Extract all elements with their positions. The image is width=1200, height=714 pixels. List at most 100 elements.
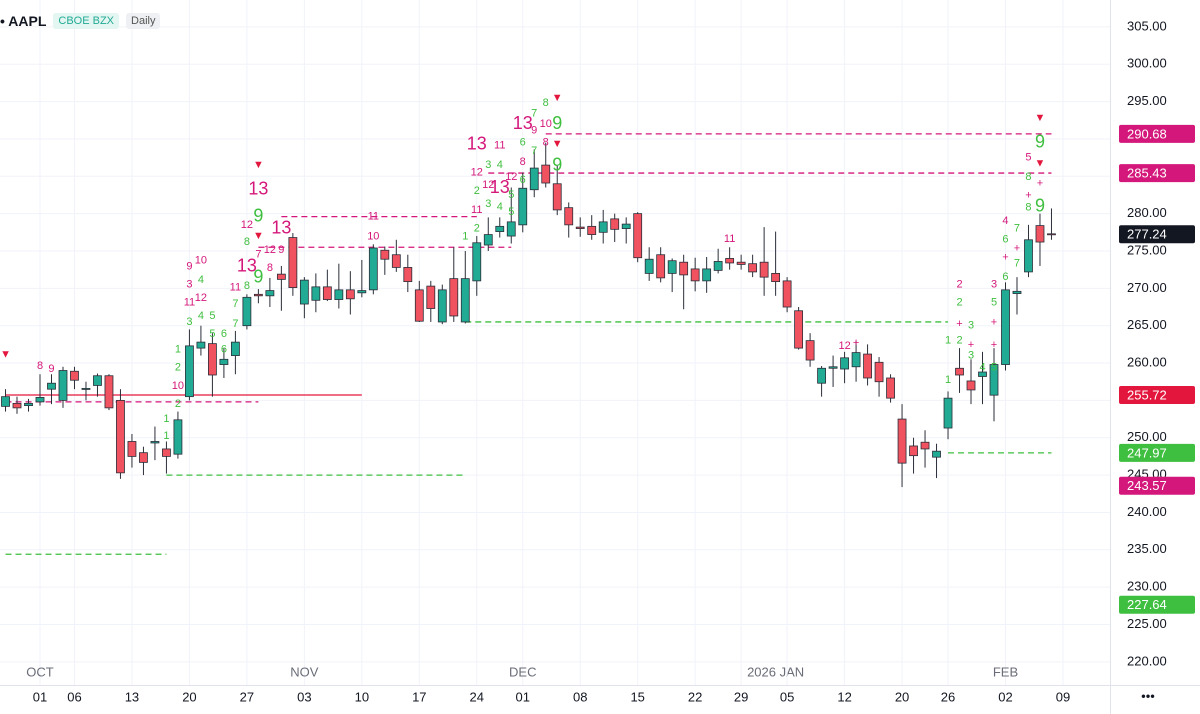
candle-body <box>759 261 769 278</box>
td-count-label: 7 <box>255 249 261 261</box>
candle-body <box>185 345 194 398</box>
td-count-label: 2 <box>175 361 181 373</box>
price-label-box <box>1119 164 1195 183</box>
td-count-label: 2 <box>956 335 962 347</box>
y-tick-label: 300.00 <box>1127 56 1167 71</box>
y-tick-label: 260.00 <box>1127 354 1167 369</box>
price-label: 247.97 <box>1127 445 1167 460</box>
td-count-label: 3 <box>186 316 192 328</box>
td-count-label: 13 <box>467 134 487 154</box>
td-count-label: 9 <box>1035 131 1045 151</box>
candle-body <box>35 397 45 403</box>
candle-body <box>334 289 344 300</box>
td-count-label: 13 <box>237 255 257 275</box>
td-count-label: 4 <box>198 274 204 286</box>
price-label: 227.64 <box>1127 597 1167 612</box>
td-count-label: 8 <box>543 97 549 109</box>
y-tick-label: 240.00 <box>1127 504 1167 519</box>
x-tick-label: 12 <box>837 689 851 704</box>
td-count-label: 7 <box>1014 222 1020 234</box>
candle-body <box>932 450 941 458</box>
candle-body <box>679 261 689 276</box>
td-count-label: 5 <box>991 361 997 373</box>
td-count-label: 6 <box>520 174 526 186</box>
exchange-badge[interactable]: CBOE BZX <box>53 13 120 29</box>
candle-body <box>219 358 229 365</box>
candle-body <box>196 341 206 349</box>
td-count-label: 11 <box>494 140 505 152</box>
td-count-label: + <box>1002 252 1008 264</box>
td-count-label: 7 <box>232 318 238 330</box>
candle-body <box>690 268 700 282</box>
candle-body <box>897 418 907 464</box>
td-count-label: + <box>1014 243 1020 255</box>
td-count-label: 4 <box>1002 215 1008 227</box>
month-label: FEB <box>993 664 1018 679</box>
candle-body <box>587 225 597 235</box>
candle-body <box>943 397 953 429</box>
interval-badge[interactable]: Daily <box>126 13 161 29</box>
candle-body <box>104 375 114 409</box>
td-count-label: 12 <box>838 340 850 352</box>
td-count-label: 5 <box>508 206 514 218</box>
td-count-label: ▼ <box>552 138 563 150</box>
td-count-label: 6 <box>1002 234 1008 246</box>
td-count-label: 2 <box>474 222 480 234</box>
candle-body <box>116 399 125 474</box>
td-count-label: 5 <box>209 328 215 340</box>
td-count-label: 11 <box>471 204 482 216</box>
candle-body <box>357 290 367 294</box>
candle-body <box>782 280 792 308</box>
td-count-label: 9 <box>278 244 284 256</box>
month-label: OCT <box>26 664 54 679</box>
month-label: DEC <box>509 664 536 679</box>
candle-body <box>564 207 574 226</box>
td-count-label: 1 <box>163 430 169 442</box>
price-label-box <box>1119 386 1195 405</box>
x-tick-label: 20 <box>182 689 196 704</box>
td-count-label: 10 <box>540 118 552 130</box>
candle-body <box>598 221 608 233</box>
x-tick-label: 08 <box>573 689 587 704</box>
x-tick-label: 27 <box>240 689 254 704</box>
candle-body <box>805 340 815 361</box>
y-tick-label: 280.00 <box>1127 205 1167 220</box>
candle-body <box>311 286 321 301</box>
td-count-label: 4 <box>497 159 503 171</box>
candle-body <box>12 402 22 409</box>
td-count-label: + <box>1025 190 1031 202</box>
candle-body <box>863 353 872 379</box>
y-tick-label: 250.00 <box>1127 429 1167 444</box>
td-count-label: 1 <box>163 413 169 425</box>
td-count-label: 5 <box>508 189 514 201</box>
candle-body <box>644 258 654 274</box>
td-count-label: 13 <box>248 178 268 198</box>
td-count-label: 3 <box>968 320 974 332</box>
candle-body <box>24 402 33 407</box>
candle-body <box>541 164 551 184</box>
x-tick-label: 10 <box>355 689 369 704</box>
td-count-label: 4 <box>497 201 503 213</box>
td-count-label: 12 <box>471 166 483 178</box>
y-tick-label: 265.00 <box>1127 317 1167 332</box>
td-count-label: 9 <box>253 267 263 287</box>
td-count-label: 3 <box>968 349 974 361</box>
td-count-label: 9 <box>253 205 263 225</box>
td-count-label: 10 <box>367 231 379 243</box>
td-count-label: 8 <box>37 360 43 372</box>
td-count-label: 13 <box>271 217 291 237</box>
candle-body <box>966 380 976 391</box>
candle-body <box>713 261 723 271</box>
y-tick-label: 220.00 <box>1127 653 1167 668</box>
candle-body <box>518 187 528 226</box>
candle-body <box>1001 289 1010 365</box>
x-tick-label: 02 <box>998 689 1012 704</box>
symbol[interactable]: • AAPL <box>0 13 47 29</box>
candle-body <box>47 382 56 390</box>
td-count-label: + <box>853 337 859 349</box>
more-menu[interactable]: ••• <box>1141 688 1155 703</box>
candle-body <box>162 448 171 457</box>
td-count-label: 2 <box>474 185 480 197</box>
td-count-label: ▼ <box>0 349 11 361</box>
